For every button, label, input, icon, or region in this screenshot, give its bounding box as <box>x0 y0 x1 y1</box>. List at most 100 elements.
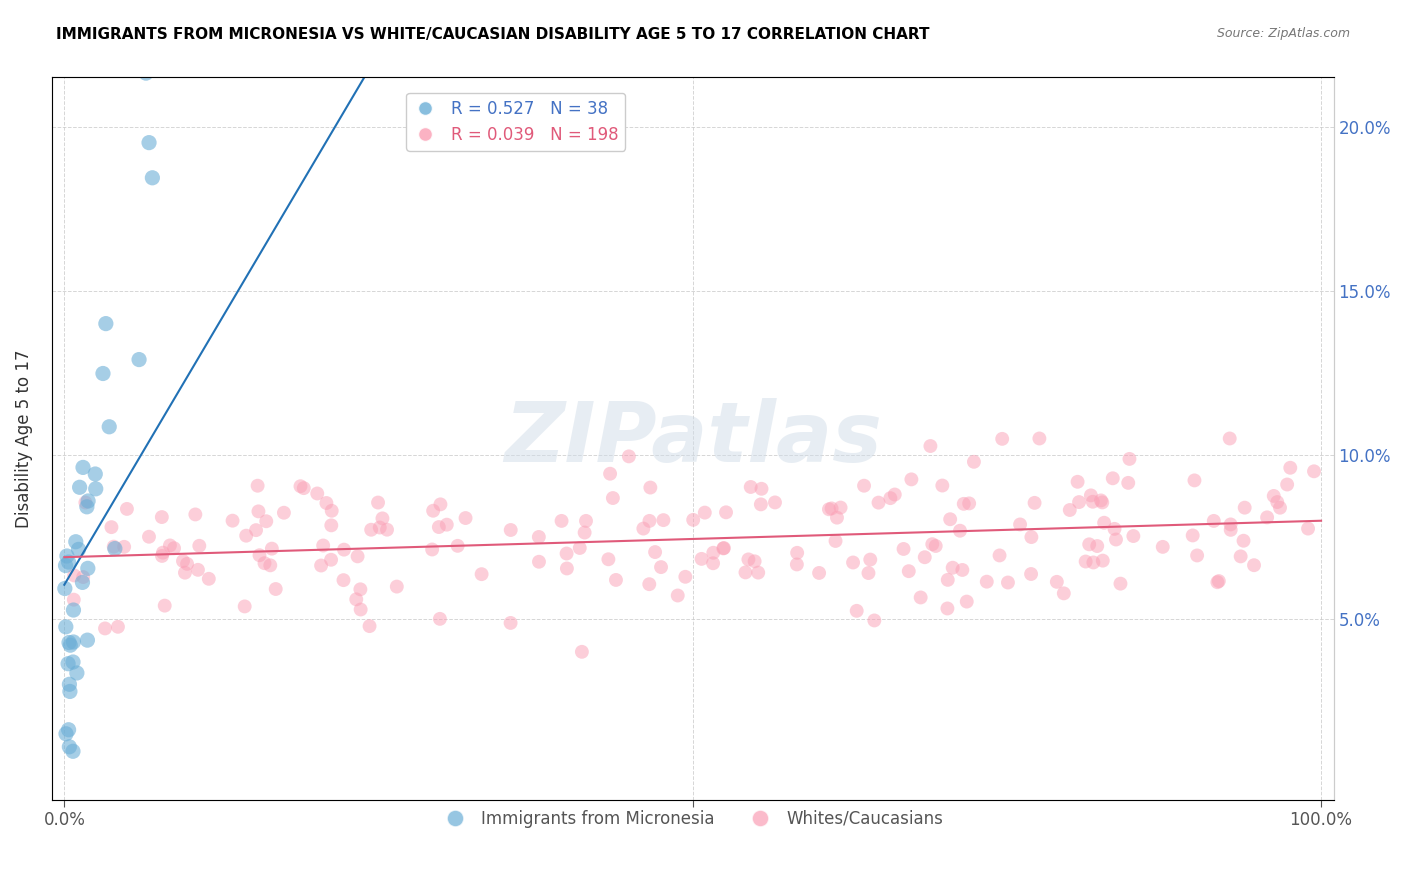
Whites/Caucasians <box>63 568 86 582</box>
Whites/Caucasians <box>360 523 382 537</box>
Whites/Caucasians <box>751 482 773 496</box>
Whites/Caucasians <box>385 580 408 594</box>
Whites/Caucasians <box>744 554 766 568</box>
Immigrants from Micronesia <box>84 482 107 496</box>
Whites/Caucasians <box>1046 574 1069 589</box>
Whites/Caucasians <box>367 495 389 509</box>
Immigrants from Micronesia <box>141 170 163 185</box>
Whites/Caucasians <box>1116 475 1139 490</box>
Whites/Caucasians <box>1053 586 1076 600</box>
Whites/Caucasians <box>75 495 97 509</box>
Text: Source: ZipAtlas.com: Source: ZipAtlas.com <box>1216 27 1350 40</box>
Whites/Caucasians <box>949 524 972 538</box>
Whites/Caucasians <box>1105 533 1128 547</box>
Immigrants from Micronesia <box>58 677 80 691</box>
Whites/Caucasians <box>246 479 269 493</box>
Whites/Caucasians <box>1024 496 1046 510</box>
Immigrants from Micronesia <box>58 635 80 649</box>
Whites/Caucasians <box>454 511 477 525</box>
Whites/Caucasians <box>429 612 451 626</box>
Whites/Caucasians <box>1091 554 1114 568</box>
Whites/Caucasians <box>1265 495 1288 509</box>
Whites/Caucasians <box>693 506 716 520</box>
Whites/Caucasians <box>644 545 666 559</box>
Text: ZIPatlas: ZIPatlas <box>503 398 882 479</box>
Whites/Caucasians <box>319 553 342 567</box>
Whites/Caucasians <box>963 455 986 469</box>
Whites/Caucasians <box>638 577 661 591</box>
Whites/Caucasians <box>1021 530 1043 544</box>
Whites/Caucasians <box>221 514 243 528</box>
Whites/Caucasians <box>711 541 734 556</box>
Whites/Caucasians <box>187 563 209 577</box>
Whites/Caucasians <box>1279 460 1302 475</box>
Whites/Caucasians <box>897 564 920 578</box>
Immigrants from Micronesia <box>128 352 150 367</box>
Whites/Caucasians <box>1206 575 1229 590</box>
Immigrants from Micronesia <box>77 494 100 508</box>
Whites/Caucasians <box>931 478 953 492</box>
Immigrants from Micronesia <box>56 549 79 563</box>
Whites/Caucasians <box>1019 567 1042 582</box>
Whites/Caucasians <box>920 439 942 453</box>
Whites/Caucasians <box>702 546 724 560</box>
Whites/Caucasians <box>617 450 640 464</box>
Whites/Caucasians <box>150 510 173 524</box>
Immigrants from Micronesia <box>55 620 77 634</box>
Whites/Caucasians <box>883 487 905 501</box>
Whites/Caucasians <box>150 549 173 563</box>
Whites/Caucasians <box>1092 516 1115 530</box>
Whites/Caucasians <box>321 504 343 518</box>
Whites/Caucasians <box>107 620 129 634</box>
Whites/Caucasians <box>1028 432 1050 446</box>
Whites/Caucasians <box>863 614 886 628</box>
Immigrants from Micronesia <box>135 66 157 80</box>
Immigrants from Micronesia <box>62 744 84 758</box>
Whites/Caucasians <box>893 541 915 556</box>
Whites/Caucasians <box>673 570 696 584</box>
Legend: Immigrants from Micronesia, Whites/Caucasians: Immigrants from Micronesia, Whites/Cauca… <box>436 803 949 835</box>
Whites/Caucasians <box>176 557 198 571</box>
Whites/Caucasians <box>602 491 624 505</box>
Whites/Caucasians <box>198 572 221 586</box>
Whites/Caucasians <box>350 602 373 616</box>
Whites/Caucasians <box>321 518 343 533</box>
Immigrants from Micronesia <box>76 500 98 514</box>
Immigrants from Micronesia <box>58 739 80 754</box>
Whites/Caucasians <box>568 541 591 555</box>
Whites/Caucasians <box>1219 517 1241 532</box>
Y-axis label: Disability Age 5 to 17: Disability Age 5 to 17 <box>15 350 32 528</box>
Whites/Caucasians <box>859 552 882 566</box>
Whites/Caucasians <box>1233 500 1256 515</box>
Whites/Caucasians <box>808 566 831 580</box>
Immigrants from Micronesia <box>62 603 84 617</box>
Whites/Caucasians <box>427 520 450 534</box>
Whites/Caucasians <box>245 523 267 537</box>
Whites/Caucasians <box>786 558 808 572</box>
Whites/Caucasians <box>152 546 174 560</box>
Whites/Caucasians <box>315 496 337 510</box>
Whites/Caucasians <box>957 496 980 510</box>
Whites/Caucasians <box>153 599 176 613</box>
Text: IMMIGRANTS FROM MICRONESIA VS WHITE/CAUCASIAN DISABILITY AGE 5 TO 17 CORRELATION: IMMIGRANTS FROM MICRONESIA VS WHITE/CAUC… <box>56 27 929 42</box>
Immigrants from Micronesia <box>66 665 89 680</box>
Whites/Caucasians <box>749 497 772 511</box>
Immigrants from Micronesia <box>138 136 160 150</box>
Whites/Caucasians <box>914 550 936 565</box>
Whites/Caucasians <box>359 619 381 633</box>
Whites/Caucasians <box>1118 451 1140 466</box>
Whites/Caucasians <box>247 504 270 518</box>
Whites/Caucasians <box>976 574 998 589</box>
Whites/Caucasians <box>527 530 550 544</box>
Whites/Caucasians <box>818 502 841 516</box>
Immigrants from Micronesia <box>69 480 91 494</box>
Immigrants from Micronesia <box>76 561 98 575</box>
Whites/Caucasians <box>786 546 808 560</box>
Whites/Caucasians <box>702 556 724 570</box>
Whites/Caucasians <box>824 533 846 548</box>
Immigrants from Micronesia <box>53 582 76 596</box>
Whites/Caucasians <box>1090 493 1112 508</box>
Whites/Caucasians <box>1184 474 1206 488</box>
Whites/Caucasians <box>1122 529 1144 543</box>
Whites/Caucasians <box>640 481 662 495</box>
